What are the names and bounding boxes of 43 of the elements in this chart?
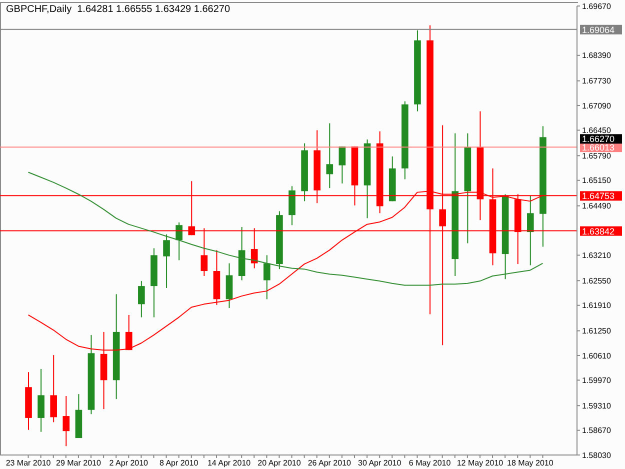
x-tick-label: 29 Mar 2010: [56, 458, 102, 468]
y-tick-label: 1.62550: [582, 276, 612, 286]
y-tick-label: 1.63210: [582, 251, 612, 260]
candlestick: [176, 222, 182, 261]
x-tick-label: 2 Apr 2010: [109, 458, 149, 468]
y-tick-label: 1.64490: [582, 202, 612, 211]
y-tick-label: 1.67090: [582, 101, 612, 110]
candlestick: [62, 395, 70, 447]
y-tick-label: 1.65150: [582, 176, 612, 186]
y-tick-label: 1.67730: [582, 76, 612, 86]
x-tick-label: 6 May 2010: [408, 458, 452, 468]
x-tick-label: 8 Apr 2010: [159, 458, 199, 468]
candlestick: [138, 280, 145, 318]
y-tick-label: 1.58670: [582, 426, 612, 436]
ref-line-label: 1.63842: [582, 226, 615, 236]
candlestick: [38, 368, 44, 432]
x-tick-label: 14 Apr 2010: [207, 458, 252, 468]
y-tick-label: 1.59310: [582, 401, 612, 410]
y-tick-label: 1.65790: [582, 152, 612, 161]
text: 1.66270: [582, 134, 615, 144]
ref-line-label: 1.69064: [582, 24, 615, 35]
ref-line-label: 1.64753: [582, 191, 615, 202]
y-tick-label: 1.61250: [582, 326, 612, 336]
x-tick-label: 30 Apr 2010: [358, 458, 402, 468]
y-tick-label: 1.69670: [582, 2, 612, 11]
candlestick: [338, 146, 346, 184]
y-tick-label: 1.66450: [582, 126, 612, 136]
y-tick-label: 1.68390: [582, 51, 612, 60]
y-tick-label: 1.61910: [582, 301, 612, 310]
y-tick-label: 1.58030: [582, 450, 612, 460]
y-tick-label: 1.60610: [582, 351, 612, 360]
candlestick: [326, 122, 334, 189]
ref-line-label: 1.66013: [582, 142, 615, 153]
x-tick-label: 12 May 2010: [456, 458, 504, 468]
x-tick-label: 20 Apr 2010: [258, 458, 302, 468]
x-tick-label: 23 Mar 2010: [6, 458, 52, 468]
chart-title: GBPCHF,Daily 1.64281 1.66555 1.63429 1.66270: [6, 4, 230, 15]
x-tick-label: 26 Apr 2010: [308, 458, 352, 468]
y-tick-label: 1.59970: [582, 376, 612, 386]
candlestick: [226, 262, 233, 309]
candlestick: [526, 194, 534, 266]
x-tick-label: 18 May 2010: [507, 458, 554, 468]
candlestick: [50, 354, 58, 423]
